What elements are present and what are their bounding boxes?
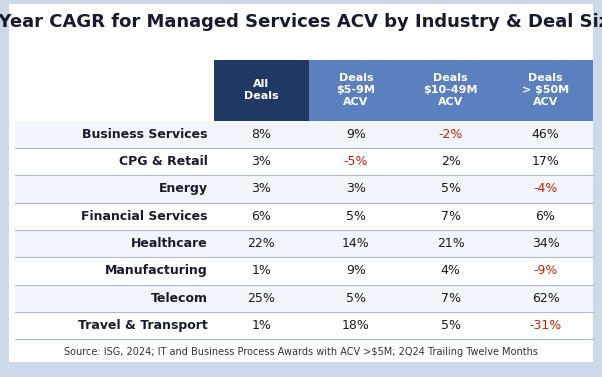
Text: Healthcare: Healthcare bbox=[131, 237, 208, 250]
Text: 17%: 17% bbox=[532, 155, 559, 168]
Text: 1%: 1% bbox=[251, 319, 271, 332]
Text: 5%: 5% bbox=[346, 210, 366, 223]
Text: -5%: -5% bbox=[344, 155, 368, 168]
Text: 62%: 62% bbox=[532, 292, 559, 305]
Text: 34%: 34% bbox=[532, 237, 559, 250]
Text: 3%: 3% bbox=[346, 182, 366, 195]
Text: Travel & Transport: Travel & Transport bbox=[78, 319, 208, 332]
Text: -2%: -2% bbox=[439, 128, 463, 141]
Text: 1%: 1% bbox=[251, 265, 271, 277]
Text: 2%: 2% bbox=[441, 155, 461, 168]
Text: Deals
> $50M
ACV: Deals > $50M ACV bbox=[522, 74, 569, 107]
Text: 21%: 21% bbox=[437, 237, 465, 250]
Text: 3%: 3% bbox=[251, 182, 271, 195]
Text: 5%: 5% bbox=[441, 319, 461, 332]
Text: 5%: 5% bbox=[346, 292, 366, 305]
Text: -31%: -31% bbox=[529, 319, 562, 332]
Text: Business Services: Business Services bbox=[82, 128, 208, 141]
Text: 3-Year CAGR for Managed Services ACV by Industry & Deal Size: 3-Year CAGR for Managed Services ACV by … bbox=[0, 13, 602, 31]
Text: 8%: 8% bbox=[251, 128, 271, 141]
Text: 6%: 6% bbox=[251, 210, 271, 223]
Text: Energy: Energy bbox=[159, 182, 208, 195]
Text: 4%: 4% bbox=[441, 265, 461, 277]
Text: 9%: 9% bbox=[346, 265, 366, 277]
Text: 7%: 7% bbox=[441, 292, 461, 305]
Text: 5%: 5% bbox=[441, 182, 461, 195]
Text: 25%: 25% bbox=[247, 292, 275, 305]
Text: 9%: 9% bbox=[346, 128, 366, 141]
Text: -9%: -9% bbox=[533, 265, 557, 277]
Text: Manufacturing: Manufacturing bbox=[105, 265, 208, 277]
Text: 22%: 22% bbox=[247, 237, 275, 250]
Text: All
Deals: All Deals bbox=[244, 80, 279, 101]
Text: 7%: 7% bbox=[441, 210, 461, 223]
Text: -4%: -4% bbox=[533, 182, 557, 195]
Text: Telecom: Telecom bbox=[150, 292, 208, 305]
Text: 6%: 6% bbox=[536, 210, 556, 223]
Text: Financial Services: Financial Services bbox=[81, 210, 208, 223]
Text: 46%: 46% bbox=[532, 128, 559, 141]
Text: CPG & Retail: CPG & Retail bbox=[119, 155, 208, 168]
Text: Deals
$5-9M
ACV: Deals $5-9M ACV bbox=[337, 74, 376, 107]
Text: 14%: 14% bbox=[342, 237, 370, 250]
Text: 3%: 3% bbox=[251, 155, 271, 168]
Text: Deals
$10-49M
ACV: Deals $10-49M ACV bbox=[423, 74, 478, 107]
Text: 18%: 18% bbox=[342, 319, 370, 332]
Text: Source: ISG, 2024; IT and Business Process Awards with ACV >$5M; 2Q24 Trailing T: Source: ISG, 2024; IT and Business Proce… bbox=[64, 348, 538, 357]
